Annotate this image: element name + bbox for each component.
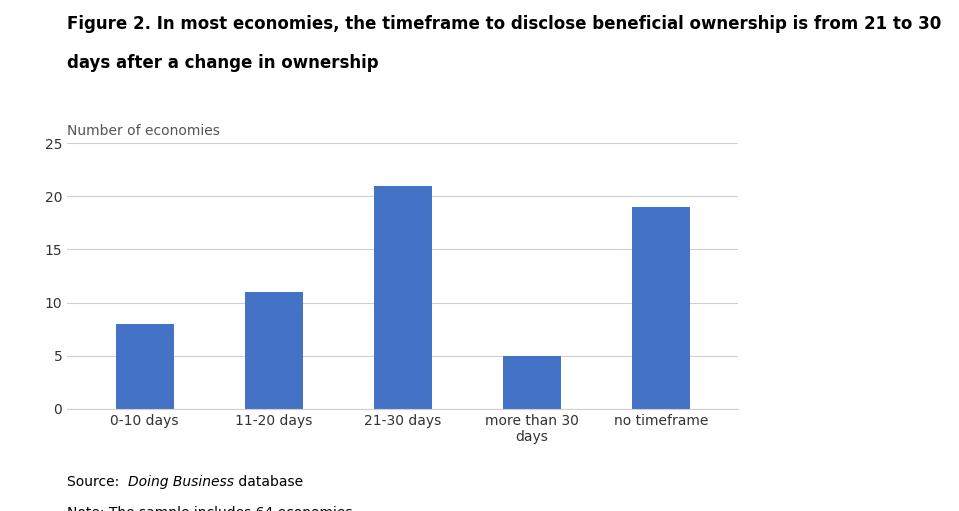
Text: Source:: Source: [67, 475, 124, 489]
Text: days after a change in ownership: days after a change in ownership [67, 54, 379, 72]
Bar [374, 185, 432, 409]
Text: Doing Business: Doing Business [128, 475, 234, 489]
Text: database: database [234, 475, 303, 489]
Bar [115, 324, 174, 409]
Text: Figure 2. In most economies, the timeframe to disclose beneficial ownership is f: Figure 2. In most economies, the timefra… [67, 15, 942, 33]
Bar [632, 207, 690, 409]
Bar [503, 356, 561, 409]
Text: Number of economies: Number of economies [67, 124, 220, 138]
Text: Note: The sample includes 64 economies.: Note: The sample includes 64 economies. [67, 506, 357, 511]
Bar [245, 292, 303, 409]
